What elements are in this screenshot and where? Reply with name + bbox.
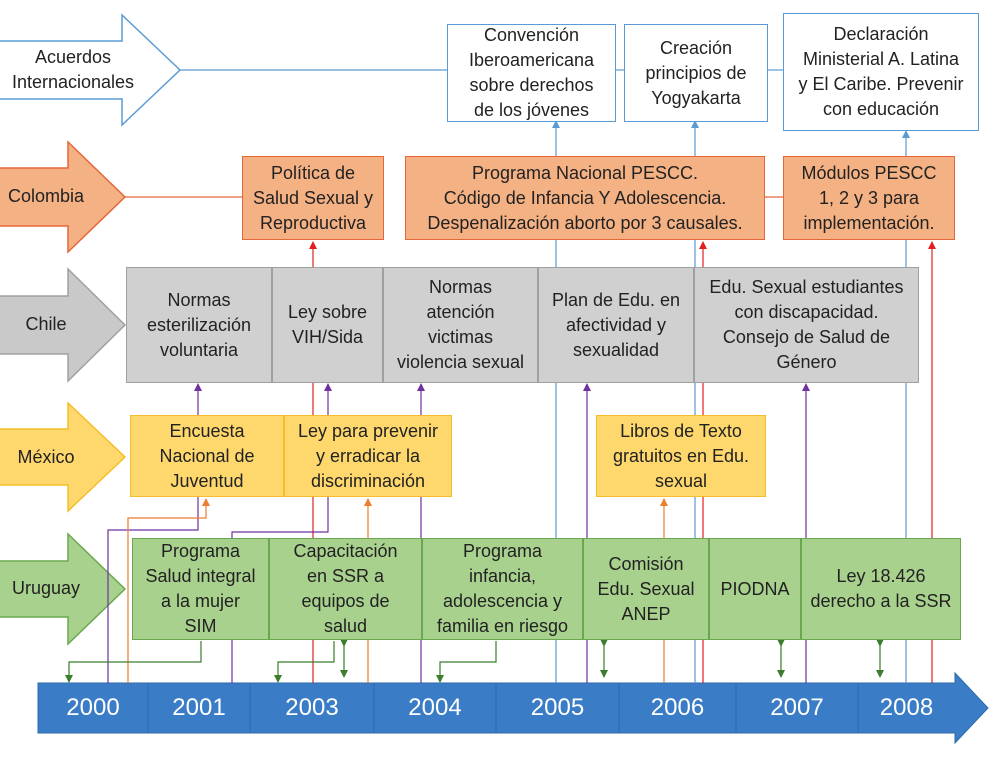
row-label-intl: Acuerdos Internacionales [11, 47, 135, 92]
year-dividers [147, 683, 859, 733]
year-label: 2007 [770, 694, 824, 721]
event-capacitacion-ssr: Capacitación en SSR a equipos de salud [269, 538, 422, 640]
row-arrow-mexico [0, 401, 127, 513]
year-label: 2003 [285, 694, 339, 721]
event-piodna: PIODNA [709, 538, 801, 640]
year-label: 2005 [530, 694, 585, 721]
row-label-mexico: México [17, 447, 75, 467]
year-label: 2004 [408, 694, 462, 721]
connector-line [127, 498, 210, 683]
row-label-colombia: Colombia [7, 186, 85, 206]
connector-line [65, 641, 202, 683]
connector-line [436, 641, 497, 683]
event-libros-texto: Libros de Texto gratuitos en Edu. sexual [596, 415, 766, 497]
event-normas-esterilizacion: Normas esterilización voluntaria [126, 267, 272, 383]
event-principios-yogyakarta: Creación principios de Yogyakarta [624, 24, 768, 122]
event-encuesta-juventud: Encuesta Nacional de Juventud [130, 415, 284, 497]
event-comision-anep: Comisión Edu. Sexual ANEP [583, 538, 709, 640]
event-programa-pescc: Programa Nacional PESCC. Código de Infan… [405, 156, 765, 240]
connector-line [274, 641, 335, 683]
event-ley-18426: Ley 18.426 derecho a la SSR [801, 538, 961, 640]
event-normas-violencia-sexual: Normas atención victimas violencia sexua… [383, 267, 538, 383]
row-arrow-chile [0, 267, 127, 383]
event-programa-sim: Programa Salud integral a la mujer SIM [132, 538, 269, 640]
year-label: 2006 [650, 694, 705, 721]
event-politica-salud-sexual: Política de Salud Sexual y Reproductiva [242, 156, 384, 240]
event-ley-vih-sida: Ley sobre VIH/Sida [272, 267, 383, 383]
row-label-chile: Chile [25, 314, 67, 334]
event-declaracion-ministerial: Declaración Ministerial A. Latina y El C… [783, 13, 979, 131]
event-edu-discapacidad: Edu. Sexual estudiantes con discapacidad… [694, 267, 919, 383]
row-label-uruguay: Uruguay [11, 578, 81, 598]
event-convencion-iberoamericana: Convención Iberoamericana sobre derechos… [447, 24, 616, 122]
year-label: 2008 [879, 694, 934, 721]
year-label: 2000 [66, 694, 120, 721]
event-ley-discriminacion: Ley para prevenir y erradicar la discrim… [284, 415, 452, 497]
year-label: 2001 [172, 694, 226, 721]
event-plan-edu-afectividad: Plan de Edu. en afectividad y sexualidad [538, 267, 694, 383]
row-arrow-colombia [0, 140, 127, 254]
row-arrow-intl [0, 13, 182, 127]
row-arrow-uruguay [0, 532, 127, 646]
event-programa-infancia: Programa infancia, adolescencia y famili… [422, 538, 583, 640]
timeline-arrow [37, 671, 989, 745]
event-modulos-pescc: Módulos PESCC 1, 2 y 3 para implementaci… [783, 156, 955, 240]
